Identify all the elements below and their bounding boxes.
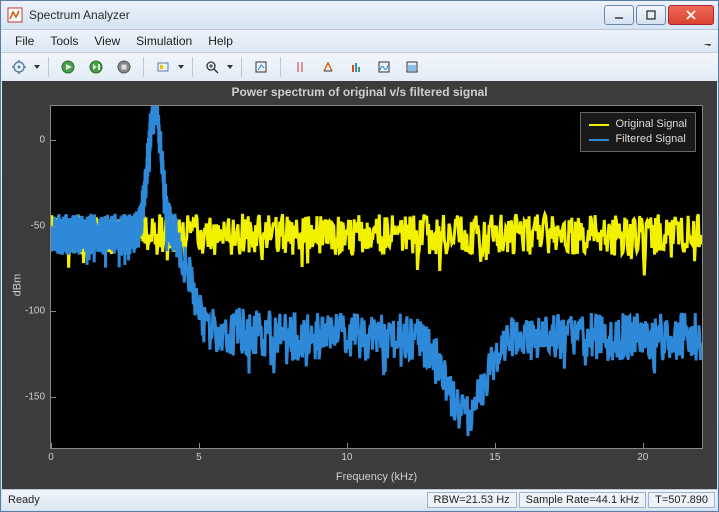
app-window: Spectrum Analyzer File Tools View Simula… xyxy=(0,0,719,512)
spectrum-button[interactable] xyxy=(372,55,396,79)
x-axis-label: Frequency (kHz) xyxy=(50,471,703,483)
window-title: Spectrum Analyzer xyxy=(29,8,604,22)
y-axis-label: dBm xyxy=(11,274,23,297)
app-icon xyxy=(7,7,23,23)
status-ready: Ready xyxy=(2,494,427,506)
legend-item-filtered: Filtered Signal xyxy=(589,132,687,147)
highlight-dropdown-icon[interactable] xyxy=(177,64,185,70)
statusbar: Ready RBW=21.53 Hz Sample Rate=44.1 kHz … xyxy=(2,489,717,510)
legend-label-filtered: Filtered Signal xyxy=(615,132,685,147)
menu-help[interactable]: Help xyxy=(200,32,241,50)
zoom-button[interactable] xyxy=(200,55,224,79)
menu-tools[interactable]: Tools xyxy=(42,32,86,50)
menu-file[interactable]: File xyxy=(7,32,42,50)
run-button[interactable] xyxy=(56,55,80,79)
menu-simulation[interactable]: Simulation xyxy=(128,32,200,50)
toolbar-separator xyxy=(280,57,281,77)
close-button[interactable] xyxy=(668,5,714,25)
legend-swatch-original xyxy=(589,124,609,126)
maximize-button[interactable] xyxy=(636,5,666,25)
toolbar-separator xyxy=(143,57,144,77)
chart-axes[interactable]: Original Signal Filtered Signal -150-100… xyxy=(50,105,703,449)
menu-view[interactable]: View xyxy=(86,32,128,50)
chart-title: Power spectrum of original v/s filtered … xyxy=(2,81,717,103)
waterfall-button[interactable] xyxy=(400,55,424,79)
cursor1-button[interactable] xyxy=(288,55,312,79)
legend-label-original: Original Signal xyxy=(615,117,687,132)
stop-button[interactable] xyxy=(112,55,136,79)
toolbar-separator xyxy=(48,57,49,77)
axes-button[interactable] xyxy=(249,55,273,79)
menubar: File Tools View Simulation Help xyxy=(1,30,718,53)
window-buttons xyxy=(604,5,714,25)
settings-dropdown-icon[interactable] xyxy=(33,64,41,70)
plot-panel: Power spectrum of original v/s filtered … xyxy=(2,81,717,489)
toolbar xyxy=(1,53,718,82)
zoom-dropdown-icon[interactable] xyxy=(226,64,234,70)
status-rbw: RBW=21.53 Hz xyxy=(427,492,517,508)
step-button[interactable] xyxy=(84,55,108,79)
highlight-button[interactable] xyxy=(151,55,175,79)
status-time: T=507.890 xyxy=(648,492,715,508)
chart-svg xyxy=(51,106,702,448)
bars-button[interactable] xyxy=(344,55,368,79)
settings-button[interactable] xyxy=(7,55,31,79)
minimize-button[interactable] xyxy=(604,5,634,25)
titlebar: Spectrum Analyzer xyxy=(1,1,718,30)
legend-item-original: Original Signal xyxy=(589,117,687,132)
legend-swatch-filtered xyxy=(589,139,609,141)
status-rate: Sample Rate=44.1 kHz xyxy=(519,492,646,508)
legend[interactable]: Original Signal Filtered Signal xyxy=(580,112,696,152)
toolbar-separator xyxy=(241,57,242,77)
marker-button[interactable] xyxy=(316,55,340,79)
menu-overflow-icon[interactable] xyxy=(702,36,712,50)
toolbar-separator xyxy=(192,57,193,77)
